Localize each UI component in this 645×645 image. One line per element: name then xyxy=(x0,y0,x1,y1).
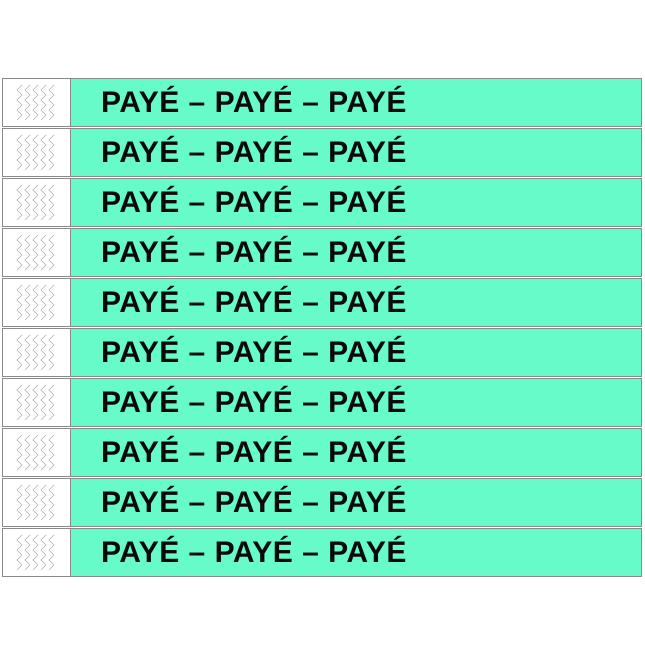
wristband-text: PAYÉ – PAYÉ – PAYÉ xyxy=(101,435,407,469)
wristband: PAYÉ – PAYÉ – PAYÉ xyxy=(2,528,642,577)
wristband-strip: PAYÉ – PAYÉ – PAYÉ xyxy=(71,479,641,526)
wristband-tab xyxy=(3,179,71,226)
wristband-strip: PAYÉ – PAYÉ – PAYÉ xyxy=(71,379,641,426)
wristband: PAYÉ – PAYÉ – PAYÉ xyxy=(2,78,642,127)
zigzag-security-cut-icon xyxy=(15,384,55,420)
wristband-strip: PAYÉ – PAYÉ – PAYÉ xyxy=(71,129,641,176)
wristband-text: PAYÉ – PAYÉ – PAYÉ xyxy=(101,135,407,169)
wristband-tab xyxy=(3,429,71,476)
zigzag-security-cut-icon xyxy=(15,184,55,220)
wristband-tab xyxy=(3,229,71,276)
wristband-tab xyxy=(3,329,71,376)
zigzag-security-cut-icon xyxy=(15,134,55,170)
wristband: PAYÉ – PAYÉ – PAYÉ xyxy=(2,128,642,177)
wristband-tab xyxy=(3,79,71,126)
wristband-text: PAYÉ – PAYÉ – PAYÉ xyxy=(101,385,407,419)
wristband-tab xyxy=(3,379,71,426)
zigzag-security-cut-icon xyxy=(15,334,55,370)
wristband: PAYÉ – PAYÉ – PAYÉ xyxy=(2,428,642,477)
wristband-text: PAYÉ – PAYÉ – PAYÉ xyxy=(101,485,407,519)
wristband-text: PAYÉ – PAYÉ – PAYÉ xyxy=(101,335,407,369)
zigzag-security-cut-icon xyxy=(15,84,55,120)
wristband: PAYÉ – PAYÉ – PAYÉ xyxy=(2,228,642,277)
wristband: PAYÉ – PAYÉ – PAYÉ xyxy=(2,378,642,427)
wristband-strip: PAYÉ – PAYÉ – PAYÉ xyxy=(71,229,641,276)
wristband-sheet: PAYÉ – PAYÉ – PAYÉ PAYÉ – PAYÉ – PAYÉ PA… xyxy=(2,78,642,578)
wristband-text: PAYÉ – PAYÉ – PAYÉ xyxy=(101,535,407,569)
wristband: PAYÉ – PAYÉ – PAYÉ xyxy=(2,328,642,377)
zigzag-security-cut-icon xyxy=(15,484,55,520)
zigzag-security-cut-icon xyxy=(15,234,55,270)
wristband-tab xyxy=(3,279,71,326)
wristband-text: PAYÉ – PAYÉ – PAYÉ xyxy=(101,185,407,219)
wristband-strip: PAYÉ – PAYÉ – PAYÉ xyxy=(71,279,641,326)
zigzag-security-cut-icon xyxy=(15,284,55,320)
wristband: PAYÉ – PAYÉ – PAYÉ xyxy=(2,278,642,327)
zigzag-security-cut-icon xyxy=(15,534,55,570)
wristband-strip: PAYÉ – PAYÉ – PAYÉ xyxy=(71,529,641,576)
wristband-tab xyxy=(3,479,71,526)
wristband: PAYÉ – PAYÉ – PAYÉ xyxy=(2,178,642,227)
wristband-strip: PAYÉ – PAYÉ – PAYÉ xyxy=(71,179,641,226)
wristband-strip: PAYÉ – PAYÉ – PAYÉ xyxy=(71,329,641,376)
zigzag-security-cut-icon xyxy=(15,434,55,470)
wristband-text: PAYÉ – PAYÉ – PAYÉ xyxy=(101,85,407,119)
wristband-tab xyxy=(3,129,71,176)
wristband-text: PAYÉ – PAYÉ – PAYÉ xyxy=(101,285,407,319)
wristband-text: PAYÉ – PAYÉ – PAYÉ xyxy=(101,235,407,269)
wristband-tab xyxy=(3,529,71,576)
wristband-strip: PAYÉ – PAYÉ – PAYÉ xyxy=(71,79,641,126)
wristband: PAYÉ – PAYÉ – PAYÉ xyxy=(2,478,642,527)
wristband-strip: PAYÉ – PAYÉ – PAYÉ xyxy=(71,429,641,476)
